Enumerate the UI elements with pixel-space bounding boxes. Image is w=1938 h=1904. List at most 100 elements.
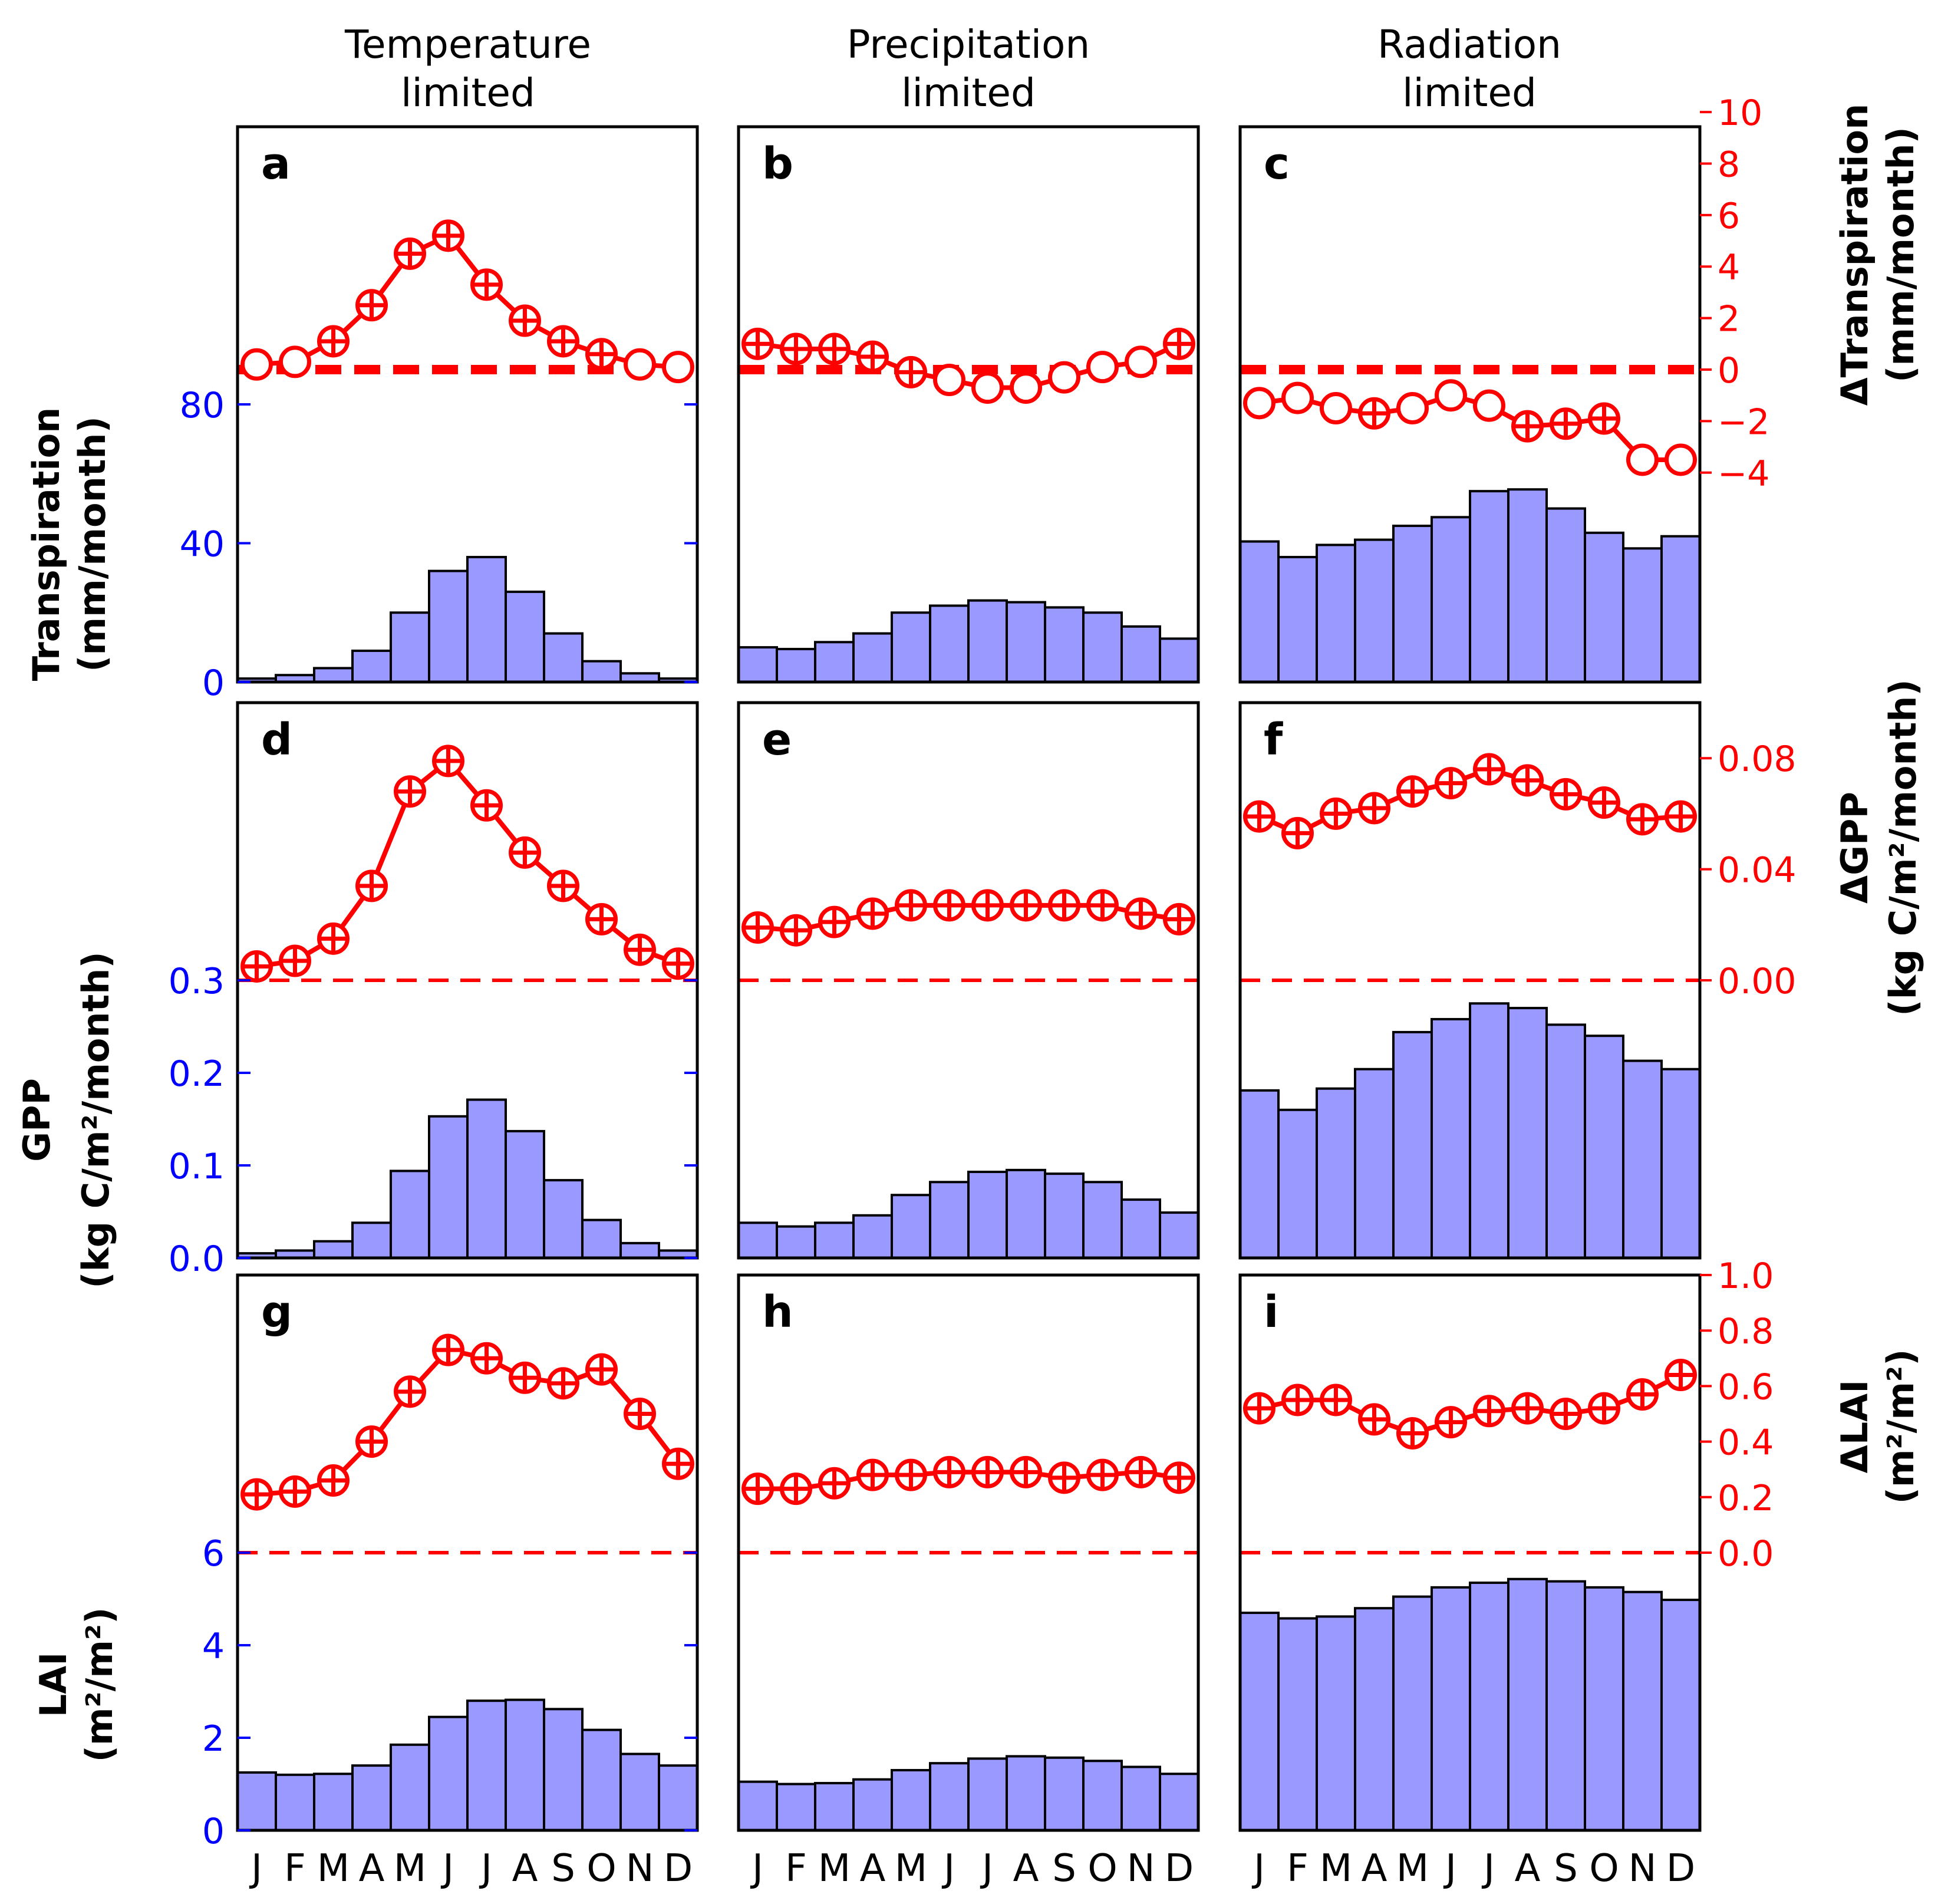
- bar-h-7: [1006, 1755, 1046, 1831]
- delta-marker-e-1: [780, 914, 812, 947]
- month-label-0-8: S: [551, 1847, 575, 1890]
- delta-marker-c-4: [1396, 392, 1429, 425]
- delta-marker-f-10: [1626, 803, 1659, 836]
- delta-marker-b-8: [1048, 361, 1080, 394]
- column-subtitle-temperature: limited: [401, 70, 535, 116]
- panel-letter-b: b: [762, 139, 793, 189]
- bar-f-2: [1316, 1087, 1356, 1259]
- month-label-0-5: J: [440, 1847, 454, 1890]
- delta-marker-d-4: [394, 775, 426, 808]
- delta-marker-a-1: [279, 345, 311, 378]
- marker-circle: [279, 345, 311, 378]
- bar-f-6: [1469, 1002, 1509, 1259]
- delta-marker-i-1: [1281, 1383, 1314, 1417]
- marker-circle: [1435, 379, 1467, 412]
- bar-a-5: [428, 569, 469, 683]
- marker-circle: [1086, 351, 1119, 384]
- delta-marker-i-7: [1511, 1392, 1544, 1425]
- delta-marker-h-3: [856, 1458, 889, 1491]
- bar-d-4: [390, 1170, 430, 1260]
- bar-b-6: [967, 599, 1008, 683]
- delta-marker-i-11: [1665, 1359, 1697, 1392]
- column-title-radiation: Radiation: [1377, 22, 1561, 67]
- bar-e-7: [1006, 1168, 1046, 1259]
- marker-circle: [240, 348, 273, 381]
- bar-i-8: [1545, 1580, 1586, 1831]
- bar-a-9: [581, 660, 622, 684]
- delta-marker-c-2: [1320, 392, 1352, 425]
- delta-marker-b-0: [741, 327, 774, 360]
- bar-g-2: [313, 1773, 354, 1831]
- delta-marker-g-5: [432, 1333, 464, 1366]
- bar-h-10: [1120, 1765, 1161, 1832]
- delta-marker-g-11: [662, 1447, 694, 1480]
- delta-marker-f-8: [1550, 778, 1582, 811]
- month-label-2-6: J: [1481, 1847, 1495, 1890]
- bar-i-6: [1469, 1582, 1509, 1831]
- bar-g-7: [505, 1698, 545, 1831]
- right-tick-label-c-6: 8: [1718, 144, 1740, 185]
- bar-a-4: [390, 611, 430, 683]
- bar-g-1: [275, 1773, 315, 1832]
- delta-marker-d-8: [547, 869, 579, 902]
- delta-marker-a-2: [317, 325, 350, 358]
- panel-letter-h: h: [762, 1287, 793, 1338]
- bar-e-5: [929, 1181, 970, 1260]
- bar-d-2: [313, 1240, 354, 1259]
- bar-i-7: [1507, 1577, 1548, 1832]
- delta-marker-e-10: [1125, 897, 1157, 930]
- delta-marker-c-10: [1626, 443, 1659, 476]
- delta-marker-h-1: [780, 1473, 812, 1506]
- left-tick-label-g-1: 2: [202, 1718, 225, 1760]
- month-label-0-2: M: [317, 1847, 350, 1890]
- month-label-0-4: M: [394, 1847, 426, 1890]
- month-label-1-3: A: [860, 1847, 886, 1890]
- delta-marker-a-5: [432, 219, 464, 252]
- delta-marker-b-9: [1086, 351, 1119, 384]
- delta-marker-g-7: [509, 1361, 541, 1394]
- right-label-delta-lai: ΔLAI: [1833, 1380, 1876, 1474]
- bar-d-9: [581, 1218, 622, 1259]
- month-label-1-4: M: [895, 1847, 927, 1890]
- marker-circle: [1473, 389, 1505, 422]
- month-label-1-11: D: [1165, 1847, 1194, 1890]
- delta-marker-f-3: [1358, 792, 1390, 825]
- delta-marker-f-0: [1243, 800, 1275, 833]
- marker-circle: [1125, 345, 1157, 378]
- month-label-1-9: O: [1087, 1847, 1117, 1890]
- bar-h-6: [967, 1757, 1008, 1831]
- delta-marker-e-11: [1163, 902, 1195, 935]
- delta-marker-d-9: [585, 902, 618, 935]
- delta-marker-f-5: [1435, 767, 1467, 800]
- left-tick-label-g-3: 6: [202, 1533, 225, 1574]
- bar-g-8: [543, 1708, 584, 1832]
- bar-e-1: [776, 1225, 816, 1260]
- bar-e-11: [1159, 1211, 1199, 1260]
- marker-circle: [1665, 443, 1697, 476]
- bar-d-10: [619, 1241, 660, 1259]
- bar-g-6: [466, 1699, 507, 1831]
- month-label-2-8: S: [1554, 1847, 1578, 1890]
- delta-marker-b-11: [1163, 327, 1195, 360]
- delta-marker-f-7: [1511, 764, 1544, 797]
- bar-g-11: [658, 1764, 698, 1832]
- bar-h-3: [852, 1778, 893, 1831]
- delta-marker-i-2: [1320, 1383, 1352, 1417]
- month-label-0-1: F: [284, 1847, 306, 1890]
- bar-g-3: [351, 1764, 392, 1832]
- delta-marker-d-5: [432, 745, 464, 778]
- panel-letter-f: f: [1264, 714, 1283, 765]
- month-label-2-0: J: [1251, 1847, 1265, 1890]
- panel-b: b: [737, 125, 1200, 684]
- bar-b-8: [1044, 606, 1085, 683]
- marker-circle: [1243, 387, 1275, 420]
- row-label-transpiration: Transpiration: [25, 407, 68, 681]
- month-label-1-7: A: [1013, 1847, 1039, 1890]
- delta-marker-h-5: [933, 1455, 965, 1488]
- bar-c-1: [1277, 556, 1318, 683]
- delta-marker-i-6: [1473, 1395, 1505, 1428]
- left-tick-label-d-1: 0.1: [169, 1146, 225, 1187]
- bar-c-2: [1316, 543, 1356, 683]
